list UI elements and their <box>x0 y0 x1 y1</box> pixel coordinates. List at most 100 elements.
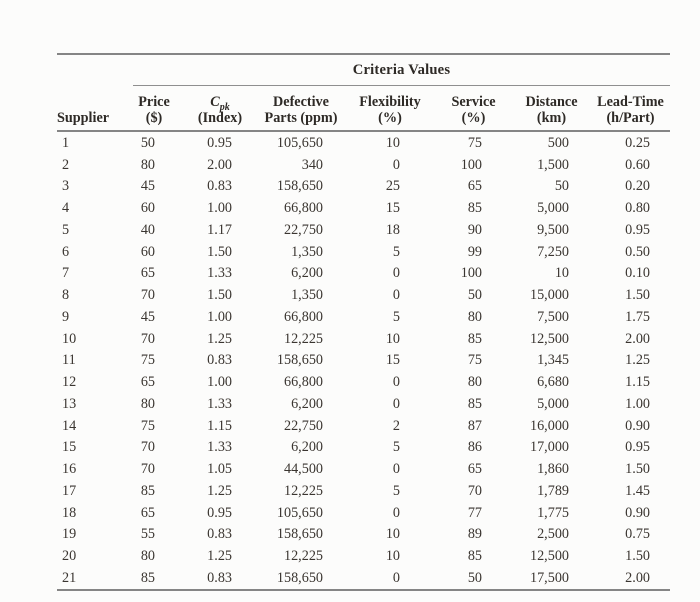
cell-defective-parts: 1,350 <box>291 287 323 304</box>
table-row: 15 70 1.33 6,200 5 86 17,000 0.95 <box>57 437 670 459</box>
column-header-price: Price ($) <box>125 94 183 126</box>
cell-distance: 9,500 <box>537 221 569 238</box>
cell-cpk: 1.25 <box>207 482 232 499</box>
cell-cpk: 1.50 <box>207 287 232 304</box>
table-row: 2 80 2.00 340 0 100 1,500 0.60 <box>57 154 670 176</box>
header-bottom-rule <box>57 130 670 133</box>
column-header-defective-parts: Defective Parts (ppm) <box>257 94 345 126</box>
cell-flexibility: 5 <box>392 439 400 456</box>
cell-distance: 17,000 <box>529 439 569 456</box>
cell-price: 45 <box>140 178 155 195</box>
cell-distance: 5,000 <box>537 395 569 412</box>
cell-lead-time: 0.75 <box>625 526 650 543</box>
cell-supplier: 3 <box>62 178 70 195</box>
cell-cpk: 1.25 <box>207 330 232 347</box>
cell-cpk: 1.33 <box>207 395 232 412</box>
cell-supplier: 4 <box>62 200 70 217</box>
cell-price: 70 <box>140 439 155 456</box>
cell-lead-time: 1.00 <box>625 395 650 412</box>
column-header-line1: Flexibility <box>359 94 421 111</box>
cpk-subscript: pk <box>219 102 230 114</box>
cell-lead-time: 1.45 <box>625 482 650 499</box>
table-row: 8 70 1.50 1,350 0 50 15,000 1.50 <box>57 285 670 307</box>
cell-flexibility: 0 <box>392 265 400 282</box>
table-row: 17 85 1.25 12,225 5 70 1,789 1.45 <box>57 480 670 502</box>
table-row: 19 55 0.83 158,650 10 89 2,500 0.75 <box>57 524 670 546</box>
cell-cpk: 0.95 <box>207 134 232 151</box>
cell-cpk: 0.83 <box>207 526 232 543</box>
cell-flexibility: 0 <box>392 156 400 173</box>
cell-service: 50 <box>467 569 482 586</box>
cell-lead-time: 0.60 <box>625 156 650 173</box>
cell-supplier: 15 <box>62 439 77 456</box>
cell-supplier: 6 <box>62 243 70 260</box>
cell-lead-time: 0.50 <box>625 243 650 260</box>
cell-defective-parts: 12,225 <box>283 548 323 565</box>
column-header-lead-time: Lead-Time (h/Part) <box>591 94 670 126</box>
cell-distance: 1,775 <box>537 504 569 521</box>
column-header-line1: Defective <box>273 94 329 111</box>
cell-supplier: 5 <box>62 221 70 238</box>
cell-service: 86 <box>467 439 482 456</box>
cell-service: 87 <box>467 417 482 434</box>
cell-supplier: 16 <box>62 461 77 478</box>
column-header-line2: (%) <box>378 110 402 127</box>
cell-distance: 500 <box>547 134 569 151</box>
cell-price: 65 <box>140 265 155 282</box>
table-row: 4 60 1.00 66,800 15 85 5,000 0.80 <box>57 198 670 220</box>
column-header-line2: Parts (ppm) <box>264 110 338 127</box>
cell-defective-parts: 12,225 <box>283 330 323 347</box>
cell-lead-time: 2.00 <box>625 330 650 347</box>
cell-price: 70 <box>140 461 155 478</box>
cell-defective-parts: 158,650 <box>276 569 323 586</box>
cell-defective-parts: 22,750 <box>283 221 323 238</box>
cell-flexibility: 0 <box>392 374 400 391</box>
column-header-label: Supplier <box>57 110 110 127</box>
cell-flexibility: 15 <box>385 200 400 217</box>
cell-service: 65 <box>467 178 482 195</box>
cell-flexibility: 0 <box>392 395 400 412</box>
table-row: 21 85 0.83 158,650 0 50 17,500 2.00 <box>57 567 670 589</box>
cell-price: 65 <box>140 504 155 521</box>
cell-lead-time: 0.90 <box>625 504 650 521</box>
table-row: 16 70 1.05 44,500 0 65 1,860 1.50 <box>57 459 670 481</box>
table-row: 1 50 0.95 105,650 10 75 500 0.25 <box>57 132 670 154</box>
cell-flexibility: 10 <box>385 330 400 347</box>
cell-defective-parts: 105,650 <box>276 134 323 151</box>
cell-defective-parts: 66,800 <box>283 374 323 391</box>
table-row: 18 65 0.95 105,650 0 77 1,775 0.90 <box>57 502 670 524</box>
cell-price: 80 <box>140 156 155 173</box>
table-row: 5 40 1.17 22,750 18 90 9,500 0.95 <box>57 219 670 241</box>
cell-price: 70 <box>140 330 155 347</box>
column-header-line2: (Index) <box>197 110 243 127</box>
column-header-line1: Price <box>138 94 170 111</box>
cell-defective-parts: 340 <box>301 156 323 173</box>
cell-service: 85 <box>467 200 482 217</box>
column-header-line1: Cpk <box>183 94 257 114</box>
cell-distance: 6,680 <box>537 374 569 391</box>
column-header-line2: (h/Part) <box>606 110 655 127</box>
cell-supplier: 8 <box>62 287 70 304</box>
cell-defective-parts: 66,800 <box>283 200 323 217</box>
table-row: 3 45 0.83 158,650 25 65 50 0.20 <box>57 176 670 198</box>
cell-lead-time: 0.80 <box>625 200 650 217</box>
table-row: 11 75 0.83 158,650 15 75 1,345 1.25 <box>57 350 670 372</box>
cell-lead-time: 0.95 <box>625 439 650 456</box>
cell-flexibility: 0 <box>392 461 400 478</box>
cell-lead-time: 1.50 <box>625 287 650 304</box>
cell-flexibility: 5 <box>392 308 400 325</box>
cell-lead-time: 1.50 <box>625 548 650 565</box>
column-header-line2: ($) <box>145 110 163 127</box>
cell-cpk: 1.50 <box>207 243 232 260</box>
column-header-distance: Distance (km) <box>512 94 591 126</box>
cell-lead-time: 0.95 <box>625 221 650 238</box>
cell-supplier: 11 <box>62 352 76 369</box>
cell-defective-parts: 6,200 <box>291 265 323 282</box>
cell-supplier: 1 <box>62 134 70 151</box>
cell-distance: 1,500 <box>537 156 569 173</box>
cell-flexibility: 2 <box>392 417 400 434</box>
cell-supplier: 18 <box>62 504 77 521</box>
cell-service: 89 <box>467 526 482 543</box>
cell-distance: 12,500 <box>529 548 569 565</box>
